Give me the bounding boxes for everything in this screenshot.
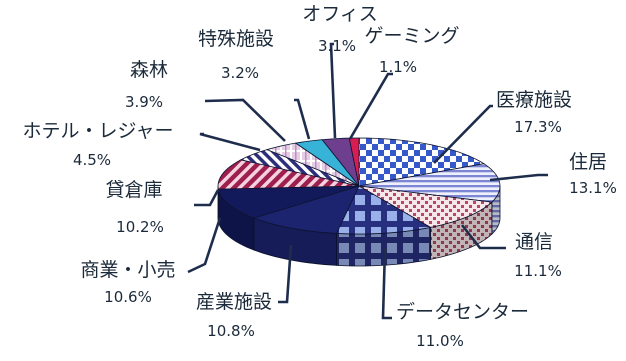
slice-9 xyxy=(294,139,360,187)
slice-label-value: 10.8% xyxy=(207,322,255,340)
pie-slices xyxy=(217,137,501,267)
slice-label-value: 10.2% xyxy=(116,218,164,236)
slice-1 xyxy=(358,163,501,203)
slice-label-name: 医療施設 xyxy=(496,89,572,111)
slice-labels: 医療施設 17.3% 住居 13.1% 通信 11.1% データセンター 11.0% 産業施設 1… xyxy=(22,3,616,350)
leader-line-10 xyxy=(329,42,337,139)
slice-label-value: 13.1% xyxy=(569,179,617,197)
leader-line-2 xyxy=(460,224,506,250)
slice-label-name: 貸倉庫 xyxy=(105,179,162,201)
slice-label-value: 17.3% xyxy=(514,118,562,136)
slice-5 xyxy=(217,185,360,219)
slice-label-name: 住居 xyxy=(569,151,607,173)
slice-label-value: 3.2% xyxy=(221,64,259,82)
slice-label-name: 特殊施設 xyxy=(198,28,274,50)
leader-line-1 xyxy=(489,173,548,182)
leader-line-11 xyxy=(348,72,393,140)
slice-label-name: ゲーミング xyxy=(364,25,459,47)
slice-3 xyxy=(335,185,432,235)
leader-line-9 xyxy=(294,98,311,140)
slice-6 xyxy=(217,159,360,190)
leader-line-5 xyxy=(187,217,222,274)
slice-label-value: 1.1% xyxy=(379,58,417,76)
slice-label-value: 4.5% xyxy=(73,151,111,169)
leader-line-4 xyxy=(278,244,293,304)
leader-line-8 xyxy=(204,98,286,142)
slice-8 xyxy=(265,142,360,187)
leader-line-7 xyxy=(199,132,261,152)
slice-label-value: 3.9% xyxy=(125,93,163,111)
leader-lines xyxy=(187,42,548,320)
slice-10 xyxy=(321,137,360,187)
slice-label-name: 通信 xyxy=(515,231,553,253)
slice-7 xyxy=(239,149,360,187)
slice-label-name: オフィス xyxy=(302,3,378,25)
slice-label-name: 森林 xyxy=(130,59,168,81)
slice-4 xyxy=(252,185,360,234)
leader-line-0 xyxy=(433,104,493,164)
slice-2 xyxy=(358,185,493,228)
slice-label-value: 11.1% xyxy=(514,262,562,280)
slice-label-value: 3.1% xyxy=(318,37,356,55)
slice-label-value: 10.6% xyxy=(104,288,152,306)
leader-line-3 xyxy=(381,247,392,320)
leader-line-6 xyxy=(194,189,220,207)
slice-label-name: データセンター xyxy=(396,301,529,323)
slice-label-name: 産業施設 xyxy=(196,291,272,313)
slice-label-name: 商業・小売 xyxy=(80,259,175,281)
slice-label-name: ホテル・レジャー xyxy=(22,120,173,142)
slice-0 xyxy=(358,137,485,187)
slice-label-value: 11.0% xyxy=(416,332,464,350)
